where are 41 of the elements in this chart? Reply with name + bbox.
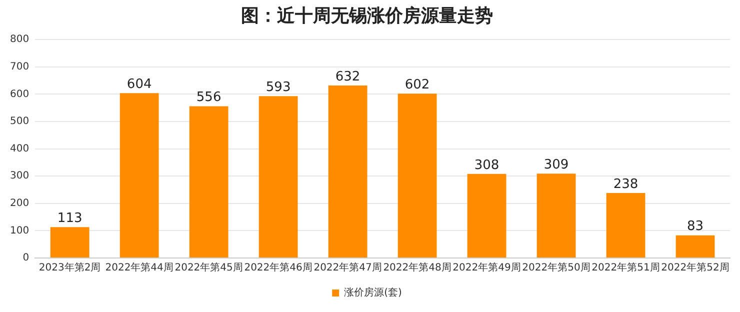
bar	[50, 227, 90, 258]
x-tick-label: 2022年第50周	[522, 262, 590, 274]
bar	[606, 193, 646, 258]
bar	[258, 96, 298, 258]
y-tick-label: 300	[10, 170, 30, 182]
legend-label: 涨价房源(套)	[344, 286, 402, 299]
y-tick-label: 200	[10, 198, 30, 209]
x-tick-label: 2022年第48周	[383, 262, 452, 274]
x-tick-label: 2023年第2周	[38, 262, 101, 274]
x-tick-label: 2022年第46周	[244, 262, 312, 274]
x-tick-label: 2022年第47周	[314, 262, 382, 274]
data-label: 593	[266, 80, 291, 95]
y-tick-label: 100	[10, 225, 30, 236]
x-tick-label: 2022年第51周	[592, 262, 660, 274]
data-label: 604	[126, 76, 152, 92]
chart-title: 图：近十周无锡涨价房源量走势	[241, 5, 493, 26]
y-tick-label: 700	[10, 61, 30, 72]
y-tick-label: 800	[10, 34, 30, 46]
y-tick-label: 500	[10, 116, 30, 128]
data-label: 83	[686, 219, 704, 234]
y-tick-label: 0	[22, 252, 30, 264]
x-tick-label: 2022年第44周	[105, 262, 174, 274]
x-tick-label: 2022年第52周	[661, 262, 730, 274]
data-label: 602	[404, 78, 430, 93]
x-tick-label: 2022年第45周	[174, 262, 243, 274]
data-label: 113	[57, 211, 82, 226]
bar	[189, 106, 228, 258]
y-tick-label: 400	[10, 143, 30, 154]
bar	[328, 85, 368, 258]
data-label: 309	[544, 158, 569, 173]
y-tick-label: 600	[10, 88, 30, 100]
data-label: 238	[613, 176, 638, 192]
bar	[536, 174, 576, 258]
bar	[398, 94, 437, 258]
data-label: 632	[335, 69, 360, 84]
bar	[676, 235, 715, 258]
bar	[120, 93, 159, 258]
x-tick-label: 2022年第49周	[452, 262, 521, 274]
bar	[467, 174, 506, 258]
data-label: 308	[474, 158, 500, 173]
data-label: 556	[196, 90, 222, 106]
